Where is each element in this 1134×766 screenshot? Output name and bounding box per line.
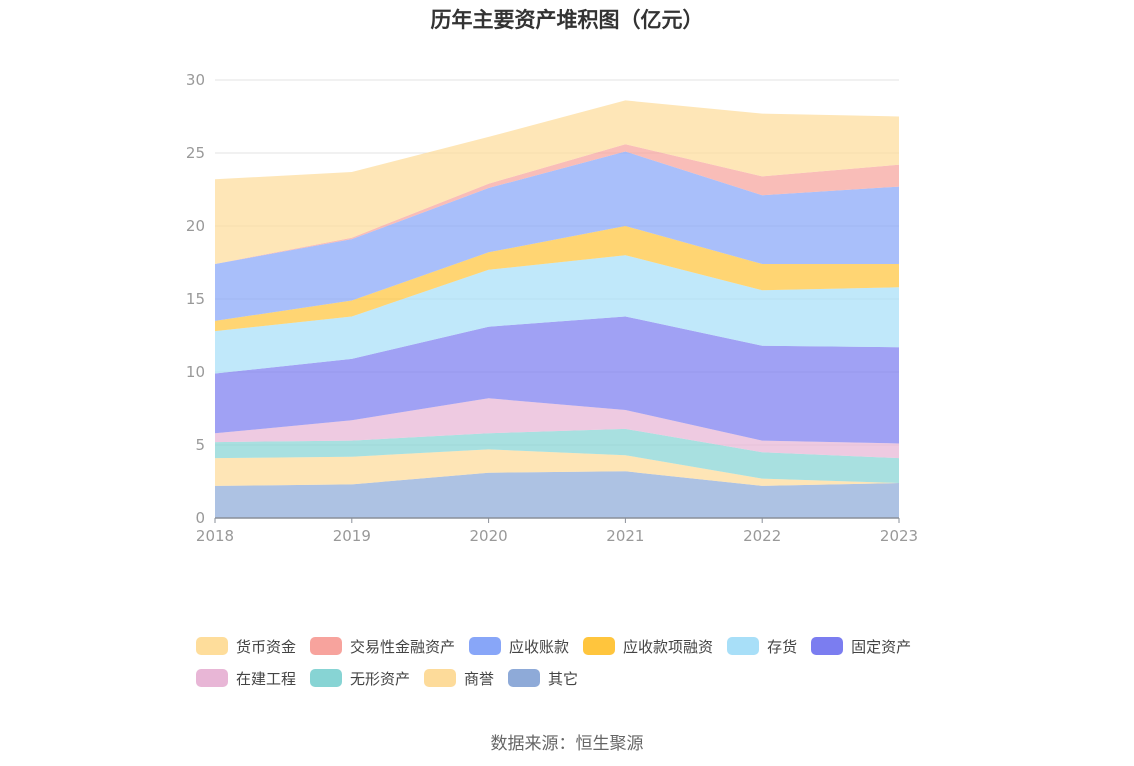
y-tick-label: 15 xyxy=(186,290,205,308)
area-series-货币资金 xyxy=(215,100,899,265)
area-series-应收账款 xyxy=(215,151,899,321)
x-tick-label: 2019 xyxy=(333,527,371,545)
area-series-group xyxy=(215,100,899,518)
legend-item[interactable]: 存货 xyxy=(727,636,797,657)
area-series-存货 xyxy=(215,255,899,374)
x-tick-label: 2020 xyxy=(470,527,508,545)
stacked-area-chart: 0 5 10 15 20 25 30 2018 2019 2020 2021 2022 2023 xyxy=(186,71,918,545)
legend-label: 应收账款 xyxy=(509,637,570,656)
legend-item[interactable]: 商誉 xyxy=(424,668,494,689)
area-series-在建工程 xyxy=(215,398,899,459)
legend-label: 在建工程 xyxy=(236,669,297,688)
legend-item[interactable]: 其它 xyxy=(508,668,578,689)
legend-swatch xyxy=(196,637,228,655)
area-series-固定资产 xyxy=(215,316,899,444)
legend-swatch xyxy=(811,637,844,655)
data-source-note: 数据来源：恒生聚源 xyxy=(490,734,644,754)
legend-item[interactable]: 交易性金融资产 xyxy=(310,636,455,657)
chart-title: 历年主要资产堆积图（亿元） xyxy=(430,8,704,32)
area-series-无形资产 xyxy=(215,428,899,483)
legend-row: 货币资金 交易性金融资产 应收账款 应收款项融资 存货 固定资产 xyxy=(196,630,996,662)
legend-swatch xyxy=(583,637,616,655)
legend-label: 无形资产 xyxy=(350,669,411,688)
legend-item[interactable]: 应收款项融资 xyxy=(583,636,713,657)
legend-swatch xyxy=(310,637,343,655)
y-tick-label: 25 xyxy=(186,144,205,162)
legend-item[interactable]: 在建工程 xyxy=(196,668,296,689)
x-tick-label: 2021 xyxy=(606,527,644,545)
legend-row: 在建工程 无形资产 商誉 其它 xyxy=(196,662,996,694)
legend: 货币资金 交易性金融资产 应收账款 应收款项融资 存货 固定资产 在建工程 无形资产 商誉 其它 xyxy=(196,630,996,694)
legend-item[interactable]: 无形资产 xyxy=(310,668,410,689)
legend-swatch xyxy=(196,669,228,687)
y-tick-label: 0 xyxy=(195,509,205,527)
x-tick-label: 2023 xyxy=(880,527,918,545)
area-series-商誉 xyxy=(215,449,899,486)
area-series-交易性金融资产 xyxy=(215,144,899,264)
legend-swatch xyxy=(424,669,457,687)
legend-label: 应收款项融资 xyxy=(623,637,714,656)
x-tick-label: 2018 xyxy=(196,527,234,545)
y-tick-label: 30 xyxy=(186,71,205,89)
legend-label: 固定资产 xyxy=(851,637,912,656)
legend-swatch xyxy=(727,637,760,655)
legend-label: 其它 xyxy=(548,669,579,688)
y-tick-label: 5 xyxy=(195,436,205,454)
legend-item[interactable]: 固定资产 xyxy=(811,636,911,657)
legend-label: 存货 xyxy=(767,637,798,656)
legend-swatch xyxy=(469,637,502,655)
legend-label: 商誉 xyxy=(464,669,495,688)
legend-label: 货币资金 xyxy=(236,637,297,656)
x-tick-label: 2022 xyxy=(743,527,781,545)
legend-swatch xyxy=(310,669,343,687)
y-tick-label: 20 xyxy=(186,217,205,235)
axes: 0 5 10 15 20 25 30 2018 2019 2020 2021 2022 2023 xyxy=(186,71,918,545)
y-tick-label: 10 xyxy=(186,363,205,381)
legend-swatch xyxy=(508,669,541,687)
legend-label: 交易性金融资产 xyxy=(350,637,456,656)
legend-item[interactable]: 货币资金 xyxy=(196,636,296,657)
area-series-应收款项融资 xyxy=(215,226,899,332)
area-series-其它 xyxy=(215,471,899,518)
legend-item[interactable]: 应收账款 xyxy=(469,636,569,657)
